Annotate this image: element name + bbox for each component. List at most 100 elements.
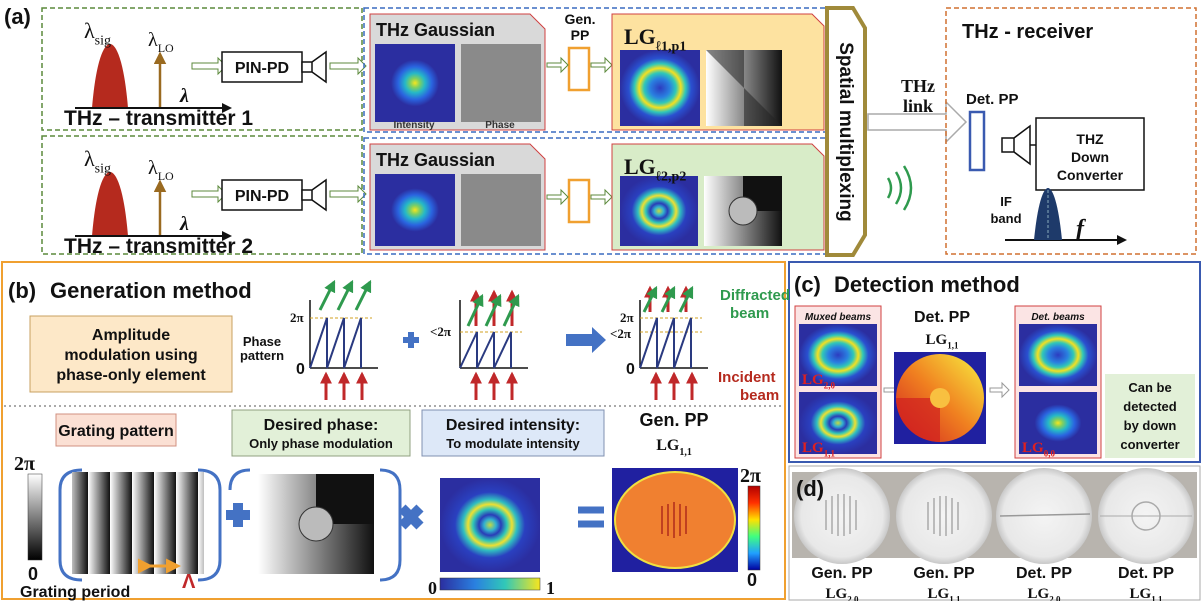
hollow-arrow — [330, 186, 366, 202]
label-base: λ — [84, 146, 95, 171]
panel-title: Generation method — [50, 278, 252, 303]
label: Amplitude — [92, 327, 170, 344]
label: 0 — [626, 361, 635, 378]
shape — [356, 282, 370, 310]
label: f — [1076, 216, 1086, 242]
panel-label: (a) — [4, 4, 31, 29]
horn — [302, 52, 326, 82]
label-subscript: 2,0 — [824, 381, 836, 391]
label-subscript: 1,1 — [679, 447, 692, 458]
label: PIN-PD — [235, 188, 289, 205]
label: Grating pattern — [58, 423, 174, 440]
label: λ — [179, 85, 189, 107]
label: Det. beams — [1031, 312, 1085, 323]
label: 2π — [290, 310, 304, 325]
panel-title: Detection method — [834, 272, 1020, 297]
label: Down — [1071, 149, 1109, 165]
label-subscript: sig — [95, 162, 111, 177]
hollow-arrow — [330, 58, 366, 74]
label: pattern — [240, 348, 284, 363]
label-subscript: 1,1 — [949, 595, 961, 601]
diffracted-arrows — [320, 282, 692, 326]
label: 0 — [747, 570, 757, 590]
sawtooth — [640, 318, 691, 368]
label-subscript: 2,0 — [1049, 595, 1061, 601]
grating-image — [72, 472, 204, 574]
label: <2π — [610, 326, 631, 341]
label: 2π — [14, 453, 35, 475]
label-subscript: 0,0 — [1044, 449, 1056, 459]
subscript-label: λLO — [148, 29, 174, 55]
label-subscript: LO — [158, 41, 174, 55]
label-subscript: 1,1 — [1151, 595, 1163, 601]
det-pp-plate — [970, 112, 984, 170]
transmitter — [75, 44, 366, 108]
label: THz Gaussian — [376, 150, 495, 170]
det-pp-core — [930, 388, 950, 408]
label-subscript: sig — [95, 34, 111, 49]
shape — [896, 468, 992, 564]
label-subscript: 1,1 — [947, 341, 959, 351]
label: PIN-PD — [235, 60, 289, 77]
sawtooth — [460, 332, 511, 368]
label-base: LG — [1022, 440, 1044, 456]
label-base: LG — [802, 372, 824, 388]
label: Phase — [485, 120, 515, 131]
gaussian-image — [375, 44, 455, 122]
lg-intensity — [620, 50, 700, 126]
transmitter-name: THz – transmitter 1 — [64, 107, 253, 130]
label-subscript: ℓ2,p2 — [655, 170, 687, 185]
gray-colorbar — [28, 474, 42, 560]
gaussian-image — [375, 174, 455, 246]
lg-phase-core — [729, 197, 757, 225]
label: Det. PP — [914, 309, 970, 326]
label-base: LG — [1130, 586, 1152, 601]
label: beam — [730, 305, 769, 322]
phase-core — [299, 507, 333, 541]
plus — [226, 503, 250, 527]
multiplexing-label: Spatial multiplexing — [835, 42, 856, 221]
panel-label: (d) — [796, 476, 824, 501]
hollow-arrow — [192, 186, 226, 202]
label: 0 — [296, 361, 305, 378]
label: IF — [1000, 194, 1012, 209]
label: THz — [901, 76, 935, 96]
subscript-label: LG1,1 — [926, 332, 959, 351]
label: λ — [179, 213, 189, 235]
label-subscript: LO — [158, 169, 174, 183]
label: beam — [740, 387, 779, 404]
phase-image — [461, 174, 541, 246]
label-base: λ — [148, 29, 158, 51]
label-base: LG — [802, 440, 824, 456]
label: 2π — [620, 310, 634, 325]
label: Diffracted — [720, 287, 790, 304]
shape — [338, 282, 352, 310]
signal-peak — [92, 172, 128, 236]
panel-label: (c) — [794, 272, 821, 297]
phase-image — [461, 44, 541, 122]
label-base: LG — [926, 332, 948, 348]
label: 1 — [546, 578, 555, 598]
lg-intensity — [620, 176, 698, 246]
label: Gen. PP — [639, 410, 708, 430]
label: <2π — [430, 324, 451, 339]
blue-arrow — [566, 327, 606, 353]
label: Phase — [243, 334, 281, 349]
subscript-label: λsig — [84, 146, 111, 177]
label: 0 — [428, 578, 437, 598]
label: Gen. — [564, 11, 595, 27]
label-subscript: 1,1 — [824, 449, 836, 459]
label: Desired intensity: — [446, 417, 580, 434]
panel-label: (b) — [8, 278, 36, 303]
label-base: LG — [656, 437, 680, 454]
label-base: LG — [928, 586, 950, 601]
label: Det. PP — [1118, 565, 1174, 582]
label: Grating period — [20, 584, 130, 601]
label-base: LG — [624, 24, 656, 49]
subscript-label: LG1,1 — [656, 437, 692, 458]
label-subscript: ℓ1,p1 — [655, 40, 687, 55]
label: Det. PP — [966, 91, 1019, 108]
page: { "panel_a": { "label": "(a)", "transmit… — [0, 0, 1202, 601]
phase-colorbar — [748, 486, 760, 570]
intensity-colorbar — [440, 578, 540, 590]
